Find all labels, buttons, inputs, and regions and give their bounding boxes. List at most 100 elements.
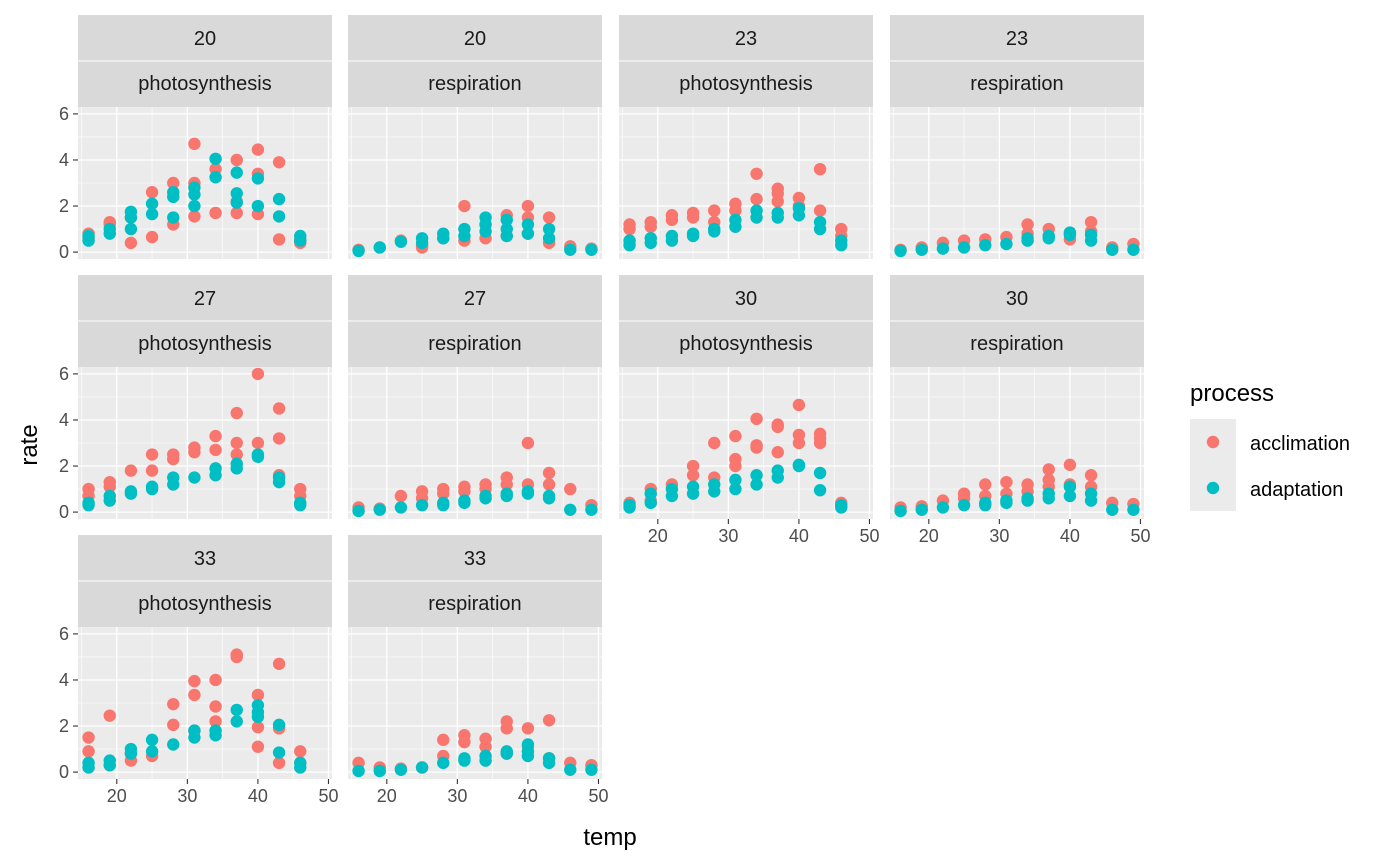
point-adaptation	[82, 498, 95, 512]
point-acclimation	[437, 487, 450, 500]
point-acclimation	[792, 398, 806, 412]
point-adaptation	[145, 745, 159, 758]
point-acclimation	[188, 688, 201, 702]
x-tick-label: 30	[177, 786, 197, 806]
point-acclimation	[251, 688, 265, 702]
strip-background-bottom	[619, 61, 873, 107]
point-acclimation	[771, 446, 784, 459]
point-acclimation	[686, 211, 700, 224]
legend-label-adaptation: adaptation	[1250, 479, 1343, 501]
point-adaptation	[188, 471, 201, 484]
point-acclimation	[729, 204, 742, 217]
point-adaptation	[167, 478, 180, 491]
point-adaptation	[894, 244, 907, 258]
strip-label-row: 33	[194, 548, 216, 570]
point-acclimation	[729, 429, 742, 443]
point-adaptation	[124, 487, 138, 500]
strip-label-col: photosynthesis	[138, 73, 271, 95]
point-acclimation	[729, 459, 742, 473]
point-acclimation	[145, 448, 159, 461]
point-adaptation	[644, 236, 657, 250]
point-acclimation	[251, 367, 265, 381]
panels-layer: 20photosynthesis024620respiration23photo…	[59, 15, 1150, 806]
strip-background-bottom	[348, 61, 602, 107]
point-acclimation	[167, 176, 180, 190]
point-acclimation	[272, 156, 286, 169]
point-adaptation	[708, 225, 721, 238]
point-acclimation	[750, 441, 763, 454]
point-adaptation	[167, 190, 180, 204]
strip-label-col: respiration	[970, 73, 1063, 95]
point-acclimation	[124, 236, 138, 250]
point-adaptation	[479, 492, 492, 505]
point-adaptation	[686, 229, 700, 243]
point-acclimation	[272, 657, 286, 671]
point-acclimation	[294, 745, 307, 758]
point-acclimation	[230, 406, 243, 420]
point-adaptation	[458, 496, 471, 510]
point-adaptation	[542, 492, 556, 505]
point-adaptation	[665, 489, 679, 503]
point-acclimation	[708, 204, 721, 217]
point-adaptation	[1106, 503, 1119, 516]
point-acclimation	[230, 153, 243, 167]
point-acclimation	[272, 233, 286, 246]
point-acclimation	[103, 709, 116, 722]
point-adaptation	[521, 218, 535, 231]
x-axis-title: temp	[583, 824, 636, 851]
point-adaptation	[521, 749, 535, 763]
strip-label-col: photosynthesis	[138, 333, 271, 355]
point-adaptation	[936, 501, 950, 514]
point-adaptation	[1084, 494, 1098, 507]
point-adaptation	[373, 503, 386, 516]
x-tick-label: 30	[447, 786, 467, 806]
x-tick-label: 40	[248, 786, 268, 806]
point-acclimation	[209, 429, 222, 443]
point-acclimation	[521, 722, 535, 735]
point-acclimation	[542, 478, 556, 491]
point-acclimation	[272, 432, 286, 445]
point-acclimation	[521, 199, 535, 213]
point-adaptation	[82, 761, 95, 774]
y-axis-title: rate	[16, 424, 43, 465]
strip-label-col: respiration	[428, 333, 521, 355]
point-adaptation	[665, 234, 679, 247]
point-adaptation	[294, 498, 307, 512]
point-acclimation	[230, 448, 243, 461]
point-acclimation	[665, 213, 679, 227]
strip-background-bottom	[348, 581, 602, 627]
y-tick-label: 2	[59, 456, 69, 476]
point-adaptation	[915, 503, 928, 516]
point-adaptation	[542, 756, 556, 770]
point-adaptation	[188, 188, 201, 201]
point-acclimation	[82, 745, 95, 758]
point-adaptation	[251, 172, 265, 185]
legend-label-acclimation: acclimation	[1250, 433, 1350, 455]
point-acclimation	[1063, 458, 1077, 472]
point-acclimation	[623, 222, 636, 236]
point-adaptation	[458, 229, 471, 243]
point-adaptation	[644, 496, 657, 510]
point-adaptation	[542, 222, 556, 236]
strip-background-top	[78, 15, 332, 61]
x-tick-label: 30	[718, 526, 738, 546]
point-adaptation	[936, 242, 950, 255]
point-acclimation	[124, 464, 138, 477]
point-adaptation	[294, 234, 307, 247]
point-acclimation	[542, 714, 556, 727]
strip-background-top	[348, 535, 602, 581]
point-adaptation	[521, 227, 535, 240]
strip-background-bottom	[78, 61, 332, 107]
point-adaptation	[373, 764, 386, 778]
point-adaptation	[1042, 232, 1055, 245]
point-adaptation	[103, 494, 116, 507]
strip-label-row: 33	[464, 548, 486, 570]
strip-label-col: respiration	[428, 593, 521, 615]
strip-label-col: respiration	[428, 73, 521, 95]
point-acclimation	[230, 206, 243, 220]
y-tick-label: 4	[59, 150, 69, 170]
point-adaptation	[835, 501, 848, 514]
point-adaptation	[145, 197, 159, 210]
strip-background-bottom	[890, 321, 1144, 367]
